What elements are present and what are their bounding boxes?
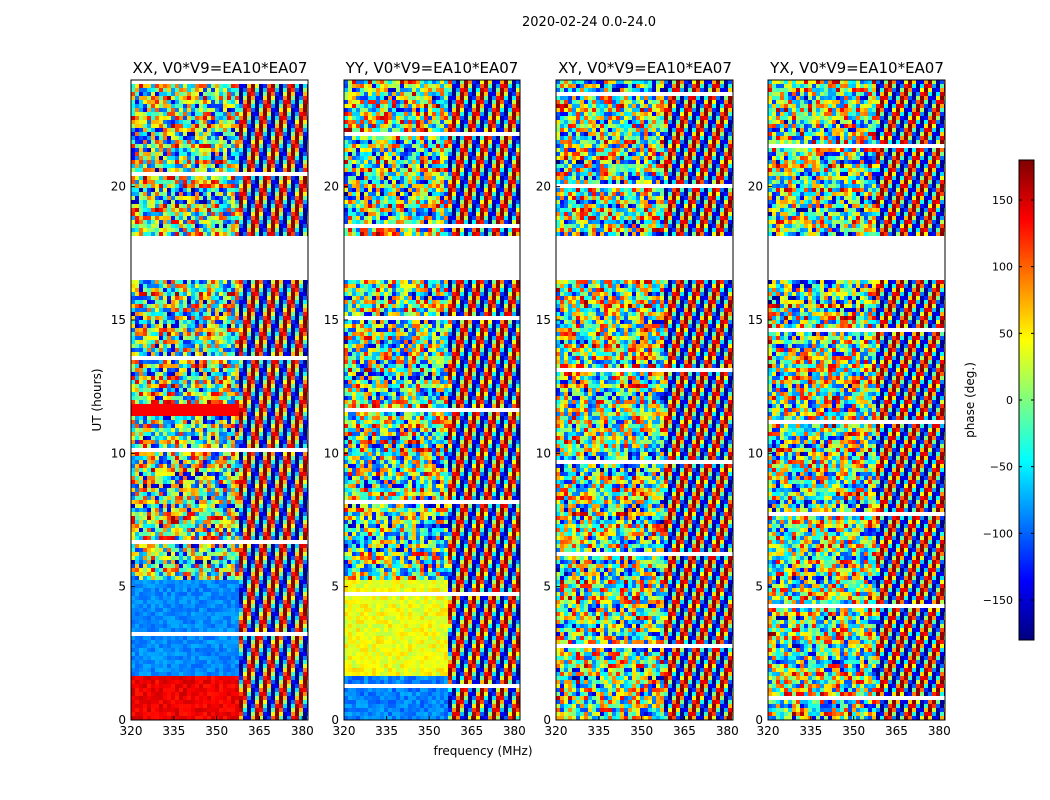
x-tick-label: 335 <box>799 724 822 738</box>
y-tick-label: 15 <box>748 313 763 327</box>
figure: 2020-02-24 0.0-24.0 XX, V0*V9=EA10*EA07 … <box>0 0 1050 800</box>
panel-xy: XY, V0*V9=EA10*EA07 320 335 350 365 38005101… <box>536 59 739 738</box>
y-tick-label: 20 <box>748 180 763 194</box>
heatmap-yx <box>768 80 945 720</box>
y-tick-label: 10 <box>748 446 763 460</box>
x-tick-label: 335 <box>375 724 398 738</box>
figure-title: 2020-02-24 0.0-24.0 <box>522 15 656 30</box>
heatmap-xy <box>556 80 733 720</box>
y-tick-label: 0 <box>331 713 339 727</box>
y-tick-label: 15 <box>111 313 126 327</box>
colorbar-tick-label: −50 <box>990 461 1013 474</box>
y-tick-label: 0 <box>118 713 126 727</box>
panel-title-xy: XY, V0*V9=EA10*EA07 <box>558 59 732 77</box>
panel-yy: YY, V0*V9=EA10*EA07 320 335 350 365 38005101… <box>324 59 526 738</box>
panel-yx: YX, V0*V9=EA10*EA07 320 335 350 365 38005101… <box>748 59 951 738</box>
colorbar-tick-label: 100 <box>992 261 1013 274</box>
y-axis-label: UT (hours) <box>90 368 104 431</box>
y-tick-label: 0 <box>755 713 763 727</box>
colorbar: 150 100 50 0 −50 −100 −150 phase (deg.) <box>963 160 1034 640</box>
x-tick-label: 365 <box>248 724 271 738</box>
x-tick-label: 335 <box>587 724 610 738</box>
colorbar-label: phase (deg.) <box>963 362 977 438</box>
x-tick-label: 350 <box>205 724 228 738</box>
y-tick-label: 20 <box>536 180 551 194</box>
x-tick-label: 335 <box>162 724 185 738</box>
x-tick-label: 365 <box>885 724 908 738</box>
x-tick-label: 365 <box>460 724 483 738</box>
colorbar-tick-label: 50 <box>999 327 1013 340</box>
x-tick-label: 380 <box>291 724 314 738</box>
y-tick-label: 5 <box>543 580 551 594</box>
y-tick-label: 20 <box>324 180 339 194</box>
y-tick-label: 10 <box>324 446 339 460</box>
y-tick-label: 10 <box>111 446 126 460</box>
panel-title-xx: XX, V0*V9=EA10*EA07 <box>133 59 308 77</box>
panel-title-yy: YY, V0*V9=EA10*EA07 <box>345 59 519 77</box>
x-tick-label: 380 <box>928 724 951 738</box>
colorbar-tick-label: −150 <box>983 594 1013 607</box>
panel-xx: XX, V0*V9=EA10*EA07 320 335 350 365 38005101… <box>111 59 314 738</box>
colorbar-tick-label: 150 <box>992 194 1013 207</box>
heatmap-xx <box>131 84 308 720</box>
y-tick-label: 15 <box>536 313 551 327</box>
x-tick-label: 380 <box>503 724 526 738</box>
x-tick-label: 350 <box>842 724 865 738</box>
y-tick-label: 5 <box>118 580 126 594</box>
y-tick-label: 0 <box>543 713 551 727</box>
x-tick-label: 350 <box>418 724 441 738</box>
x-tick-label: 365 <box>673 724 696 738</box>
y-tick-label: 15 <box>324 313 339 327</box>
x-tick-label: 350 <box>630 724 653 738</box>
heatmap-yy <box>344 80 520 720</box>
y-tick-label: 10 <box>536 446 551 460</box>
y-tick-label: 20 <box>111 180 126 194</box>
colorbar-tick-label: −100 <box>983 527 1013 540</box>
colorbar-tick-label: 0 <box>1006 394 1013 407</box>
panel-title-yx: YX, V0*V9=EA10*EA07 <box>769 59 944 77</box>
x-tick-label: 380 <box>716 724 739 738</box>
x-axis-label: frequency (MHz) <box>433 744 532 758</box>
y-tick-label: 5 <box>755 580 763 594</box>
y-tick-label: 5 <box>331 580 339 594</box>
